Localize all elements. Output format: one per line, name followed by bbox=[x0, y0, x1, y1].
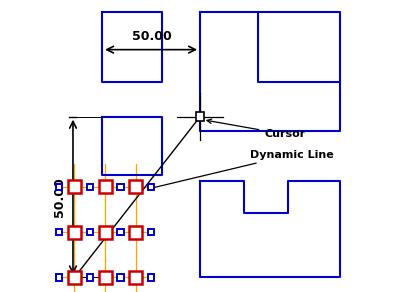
Bar bbox=[129, 226, 142, 239]
Bar bbox=[56, 229, 62, 235]
Text: Dynamic Line: Dynamic Line bbox=[148, 150, 333, 190]
Bar bbox=[86, 184, 93, 190]
Bar bbox=[68, 226, 81, 239]
Bar bbox=[148, 184, 154, 190]
Bar bbox=[196, 112, 204, 121]
Text: 50.00: 50.00 bbox=[53, 177, 66, 217]
Text: Cursor: Cursor bbox=[207, 119, 306, 139]
Bar bbox=[86, 274, 93, 281]
Bar bbox=[117, 274, 124, 281]
Bar bbox=[117, 229, 124, 235]
Bar bbox=[99, 271, 112, 284]
Bar bbox=[129, 271, 142, 284]
Bar bbox=[86, 229, 93, 235]
Bar bbox=[56, 274, 62, 281]
Bar bbox=[129, 180, 142, 193]
Bar bbox=[148, 274, 154, 281]
Bar bbox=[56, 184, 62, 190]
Bar bbox=[68, 180, 81, 193]
Bar bbox=[117, 184, 124, 190]
Bar bbox=[99, 180, 112, 193]
Bar bbox=[99, 226, 112, 239]
Text: 50.00: 50.00 bbox=[132, 30, 172, 43]
Bar bbox=[68, 271, 81, 284]
Bar bbox=[148, 229, 154, 235]
